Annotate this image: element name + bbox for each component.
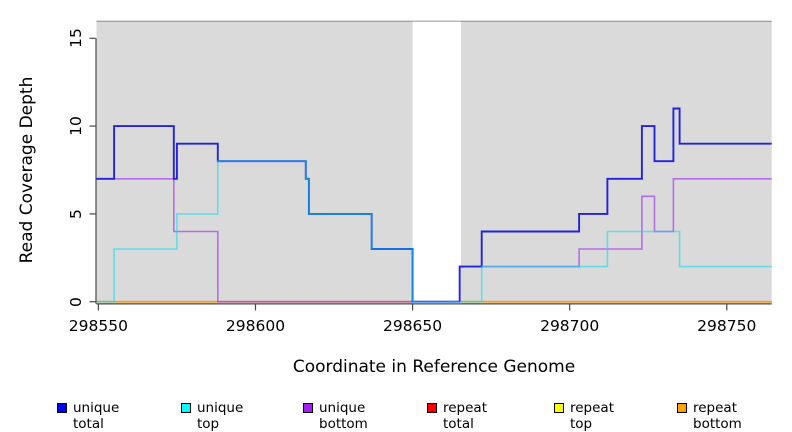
y-tick-label: 15 [67,28,85,49]
legend-swatch [57,403,67,413]
y-tick-label: 5 [67,208,85,219]
x-tick-label: 298750 [697,317,757,335]
x-axis-title: Coordinate in Reference Genome [292,357,576,377]
legend-label: unique bottom [319,400,368,432]
x-tick-label: 298700 [540,317,600,335]
legend-label: repeat bottom [693,400,742,432]
legend-swatch [554,403,564,413]
legend-label: repeat total [443,400,488,432]
x-tick-label: 298650 [382,317,443,335]
legend-label: repeat top [570,400,615,432]
x-tick-label: 298600 [225,317,286,335]
legend-swatch [303,403,313,413]
series-line-unique-top [96,160,772,303]
x-tick-label: 298550 [68,317,128,335]
legend-swatch [677,403,687,413]
legend-label: unique top [197,400,244,432]
y-tick-label: 0 [67,296,85,307]
y-axis-title: Read Coverage Depth [17,76,37,264]
no-data-gap [412,21,461,304]
legend-swatch [427,403,437,413]
y-tick-label: 10 [67,116,85,136]
legend-swatch [181,403,191,413]
legend-label: unique total [73,400,120,432]
